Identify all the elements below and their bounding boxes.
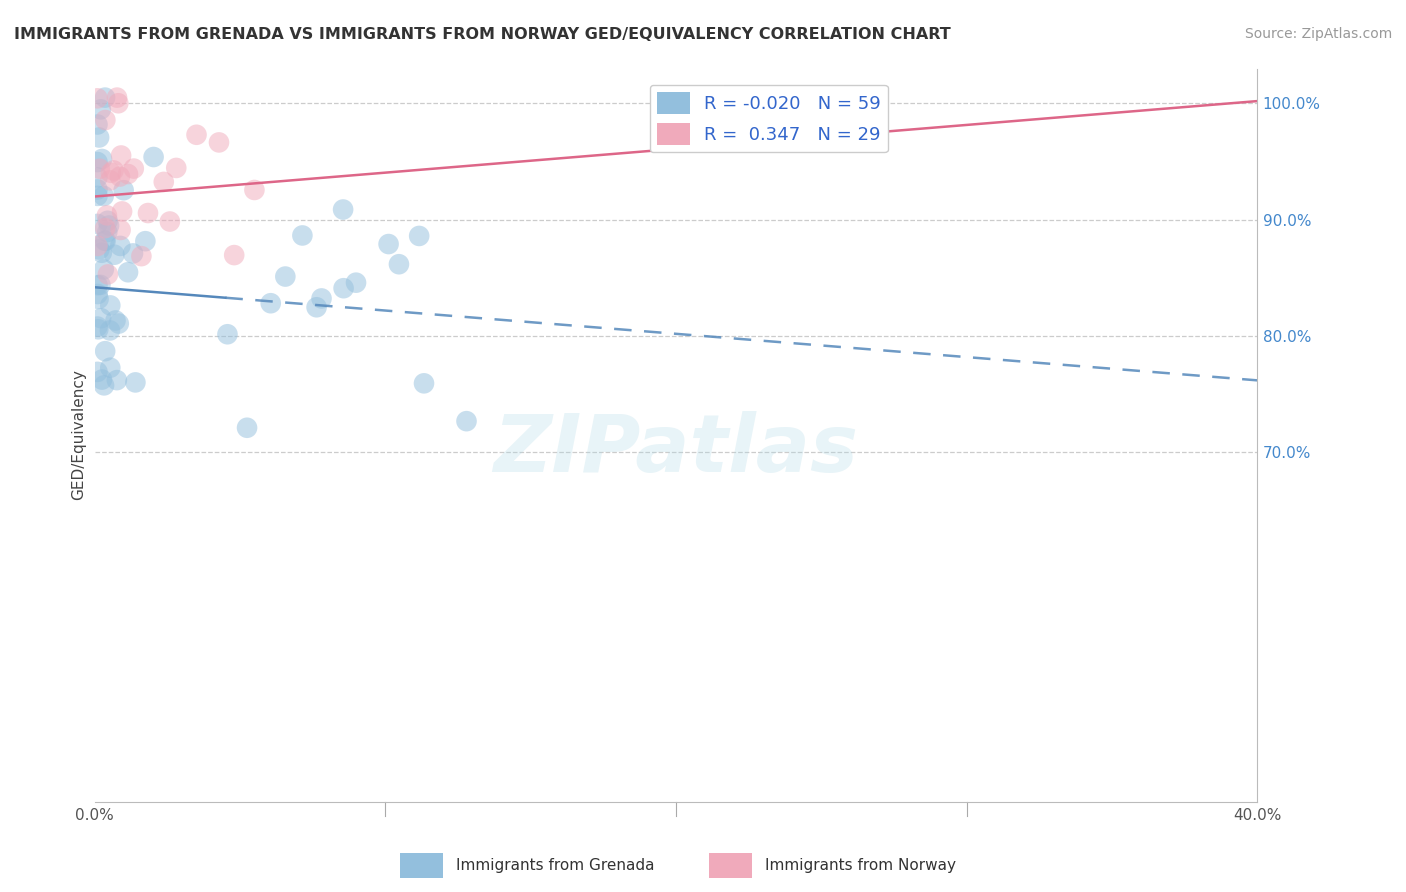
Point	[456, 414, 478, 428]
Point	[110, 148, 132, 162]
Point	[124, 376, 146, 390]
Point	[136, 206, 159, 220]
Point	[332, 281, 354, 295]
Point	[100, 166, 122, 180]
Point	[89, 161, 111, 176]
Point	[90, 311, 112, 326]
Point	[110, 223, 132, 237]
Text: Source: ZipAtlas.com: Source: ZipAtlas.com	[1244, 27, 1392, 41]
Point	[108, 169, 131, 184]
Point	[243, 183, 266, 197]
Point	[311, 292, 333, 306]
Point	[165, 161, 187, 175]
Point	[94, 234, 117, 248]
Point	[134, 234, 156, 248]
Point	[86, 365, 108, 379]
Point	[91, 152, 114, 166]
Point	[131, 249, 153, 263]
Point	[274, 269, 297, 284]
Point	[93, 189, 115, 203]
Point	[86, 287, 108, 301]
Point	[98, 360, 121, 375]
Point	[87, 322, 110, 336]
Point	[152, 175, 174, 189]
Bar	[709, 853, 752, 878]
Point	[87, 292, 110, 306]
Point	[217, 327, 239, 342]
Point	[142, 150, 165, 164]
Point	[291, 228, 314, 243]
Point	[86, 155, 108, 169]
Point	[94, 221, 117, 235]
Point	[413, 376, 436, 391]
Point	[96, 225, 118, 239]
Point	[90, 103, 112, 117]
Point	[91, 373, 114, 387]
Point	[86, 91, 108, 105]
Point	[86, 118, 108, 132]
Legend: R = -0.020   N = 59, R =  0.347   N = 29: R = -0.020 N = 59, R = 0.347 N = 29	[650, 85, 889, 153]
Point	[89, 277, 111, 292]
Point	[98, 323, 121, 337]
Point	[103, 163, 125, 178]
Point	[105, 90, 128, 104]
Point	[86, 217, 108, 231]
Text: ZIPatlas: ZIPatlas	[494, 410, 858, 489]
Point	[96, 208, 118, 222]
Point	[105, 373, 128, 387]
Point	[260, 296, 283, 310]
Point	[224, 248, 246, 262]
Point	[159, 214, 181, 228]
Point	[117, 265, 139, 279]
Point	[94, 90, 117, 104]
Point	[117, 167, 139, 181]
Text: IMMIGRANTS FROM GRENADA VS IMMIGRANTS FROM NORWAY GED/EQUIVALENCY CORRELATION CH: IMMIGRANTS FROM GRENADA VS IMMIGRANTS FR…	[14, 27, 950, 42]
Point	[110, 239, 132, 253]
Point	[236, 421, 259, 435]
Point	[89, 243, 111, 257]
Text: Immigrants from Norway: Immigrants from Norway	[765, 858, 956, 872]
Point	[186, 128, 208, 142]
Y-axis label: GED/Equivalency: GED/Equivalency	[72, 369, 86, 500]
Point	[97, 268, 120, 282]
Point	[87, 130, 110, 145]
Point	[111, 204, 134, 219]
Point	[388, 257, 411, 271]
Point	[93, 262, 115, 277]
Point	[332, 202, 354, 217]
Point	[93, 234, 115, 248]
Point	[94, 113, 117, 128]
Point	[90, 245, 112, 260]
Point	[305, 300, 328, 314]
Text: Immigrants from Grenada: Immigrants from Grenada	[456, 858, 654, 872]
Point	[103, 248, 125, 262]
Point	[86, 170, 108, 185]
Point	[112, 183, 135, 197]
Point	[208, 136, 231, 150]
Point	[377, 237, 399, 252]
Point	[408, 229, 430, 244]
Point	[122, 246, 145, 260]
Point	[98, 219, 121, 233]
Bar	[399, 853, 443, 878]
Point	[344, 276, 367, 290]
Point	[98, 173, 121, 187]
Point	[104, 313, 127, 327]
Point	[107, 317, 129, 331]
Point	[86, 189, 108, 203]
Point	[86, 278, 108, 293]
Point	[93, 378, 115, 392]
Point	[86, 182, 108, 196]
Point	[107, 96, 129, 111]
Point	[94, 344, 117, 359]
Point	[86, 319, 108, 334]
Point	[98, 298, 121, 312]
Point	[122, 161, 145, 176]
Point	[86, 239, 108, 253]
Point	[97, 214, 120, 228]
